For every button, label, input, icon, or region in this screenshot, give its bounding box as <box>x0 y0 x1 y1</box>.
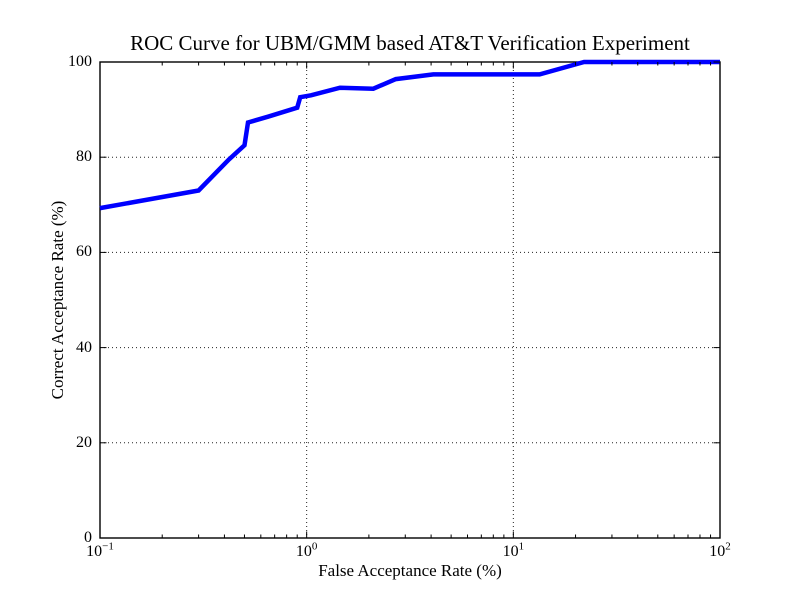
axes-frame <box>99 61 721 539</box>
y-tick-label-20: 20 <box>76 433 92 451</box>
x-tick-label-10^1: 101 <box>502 540 525 560</box>
y-tick-label-40: 40 <box>76 338 92 356</box>
y-tick-label-100: 100 <box>68 53 92 70</box>
x-tick-label-10^2: 102 <box>709 540 731 560</box>
y-tick-label-80: 80 <box>76 148 92 166</box>
y-tick-label-60: 60 <box>76 243 92 261</box>
y-tick-label-0: 0 <box>84 529 92 546</box>
y-axis-label: Correct Acceptance Rate (%) <box>48 200 67 400</box>
chart-title: ROC Curve for UBM/GMM based AT&T Verific… <box>130 31 690 55</box>
x-axis-label: False Acceptance Rate (%) <box>318 561 502 580</box>
x-tick-label-10^0: 100 <box>295 540 318 560</box>
x-tick-label-10^−1: 10−1 <box>86 540 114 560</box>
roc-curve <box>99 59 720 211</box>
